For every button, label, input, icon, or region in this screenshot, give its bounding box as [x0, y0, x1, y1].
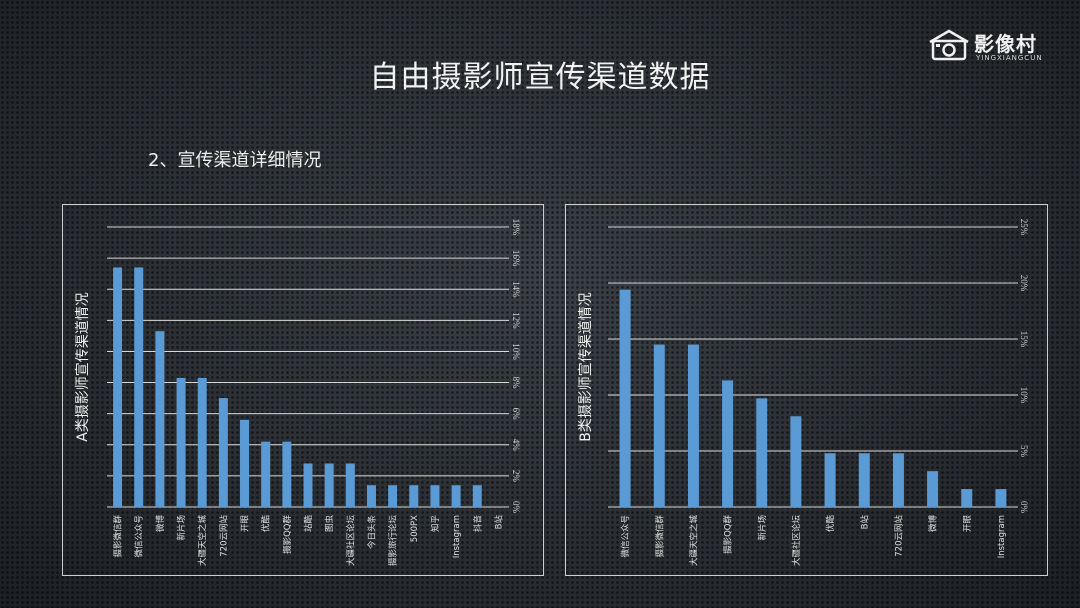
category-label: Instagram — [997, 515, 1007, 558]
bar — [927, 471, 939, 507]
logo-subtext: YINGXIANGCUN — [976, 54, 1043, 62]
bar — [687, 344, 699, 507]
category-label: 站酷 — [303, 515, 314, 533]
category-label: 开眼 — [963, 515, 973, 533]
category-label: 720云网站 — [218, 515, 229, 557]
slide-title: 自由摄影师宣传渠道数据 — [369, 60, 711, 95]
category-label: 摄影微信群 — [654, 515, 665, 558]
y-tick-label: 0% — [1019, 501, 1029, 514]
bar — [995, 489, 1007, 507]
category-label: 优酷 — [261, 515, 272, 533]
bar — [430, 485, 440, 507]
bar — [176, 377, 186, 507]
bar — [653, 344, 665, 507]
category-label: B站 — [493, 515, 504, 530]
y-tick-label: 16% — [511, 250, 521, 267]
y-tick-label: 4% — [511, 439, 521, 452]
bar — [961, 489, 973, 507]
category-label: 微博 — [155, 515, 166, 533]
y-tick-label: 10% — [1019, 387, 1029, 404]
category-label: 大疆社区论坛 — [345, 515, 356, 567]
chart-a-svg: 0% 2% 4% 6% 8% 10% 12% 14% 16% 18% 摄影微信群 微信公众号 微博 新片场… — [75, 219, 521, 567]
bar — [218, 398, 228, 507]
category-label: 大疆天空之城 — [197, 515, 208, 567]
category-label: 新片场 — [176, 515, 187, 541]
category-label: 优酷 — [825, 515, 836, 533]
chart-panel-b: 0% 5% 10% 15% 20% 25% 微信公众号 摄影微信群 大疆天空之城 摄影QQ群 新片场… — [565, 204, 1048, 576]
category-label: 开眼 — [241, 515, 251, 533]
bar — [134, 267, 144, 507]
category-label: 500PX — [410, 515, 420, 542]
bar — [345, 463, 355, 507]
y-tick-label: 2% — [511, 470, 521, 483]
y-tick-label: 0% — [511, 501, 521, 514]
bar — [451, 485, 461, 507]
y-tick-label: 15% — [1019, 331, 1029, 348]
category-label: 摄影QQ群 — [282, 515, 293, 554]
y-tick-label: 20% — [1019, 275, 1029, 292]
category-label: 抖音 — [472, 515, 483, 533]
bar — [197, 377, 207, 507]
y-tick-label: 6% — [511, 408, 521, 421]
bar — [240, 419, 250, 507]
bar — [756, 398, 768, 507]
y-tick-label: 5% — [1019, 445, 1029, 458]
category-label: 摄影旅行论坛 — [388, 515, 399, 567]
brand-logo: 影像村 YINGXIANGCUN — [926, 28, 1056, 68]
category-label: 大疆天空之城 — [688, 515, 699, 567]
chart-b-svg: 0% 5% 10% 15% 20% 25% 微信公众号 摄影微信群 大疆天空之城 摄影QQ群 新片场… — [578, 219, 1029, 567]
logo-text: 影像村 — [974, 32, 1037, 56]
category-label: 微信公众号 — [134, 515, 145, 558]
chart-panel-a: 0% 2% 4% 6% 8% 10% 12% 14% 16% 18% 摄影微信群 微信公众号 微博 新片场… — [62, 204, 544, 576]
y-axis-label: A类摄影师宣传渠道情况 — [75, 292, 91, 442]
category-label: 720云网站 — [893, 515, 904, 557]
y-axis-label: B类摄影师宣传渠道情况 — [578, 292, 594, 442]
category-label: 图虫 — [324, 515, 335, 533]
category-label: 新片场 — [757, 515, 768, 541]
bar — [858, 453, 870, 507]
category-label: Instagram — [452, 515, 462, 558]
bar — [619, 289, 631, 507]
y-tick-label: 25% — [1019, 219, 1029, 236]
bar — [366, 485, 376, 507]
bar — [790, 416, 802, 507]
camera-house-icon — [929, 29, 969, 61]
category-label: B站 — [859, 515, 870, 530]
category-label: 知乎 — [430, 515, 441, 533]
y-tick-label: 14% — [511, 281, 521, 298]
bar — [155, 331, 165, 507]
y-tick-label: 18% — [511, 219, 521, 236]
category-label: 摄影QQ群 — [723, 515, 734, 554]
y-tick-label: 10% — [511, 343, 521, 360]
section-subtitle: 2、宣传渠道详细情况 — [148, 150, 322, 171]
bar — [409, 485, 419, 507]
bar — [722, 380, 734, 507]
category-label: 摄影微信群 — [113, 515, 124, 558]
bar — [324, 463, 334, 507]
y-tick-label: 12% — [511, 312, 521, 329]
bar — [472, 485, 482, 507]
y-tick-label: 8% — [511, 377, 521, 390]
bar — [261, 441, 271, 507]
bar — [113, 267, 123, 507]
category-label: 大疆社区论坛 — [791, 515, 802, 567]
bar — [388, 485, 398, 507]
category-label: 微信公众号 — [620, 515, 631, 558]
category-label: 今日头条 — [366, 515, 377, 550]
bar — [282, 441, 292, 507]
bar — [892, 453, 904, 507]
category-label: 微博 — [928, 515, 939, 533]
bar — [303, 463, 313, 507]
bar — [824, 453, 836, 507]
